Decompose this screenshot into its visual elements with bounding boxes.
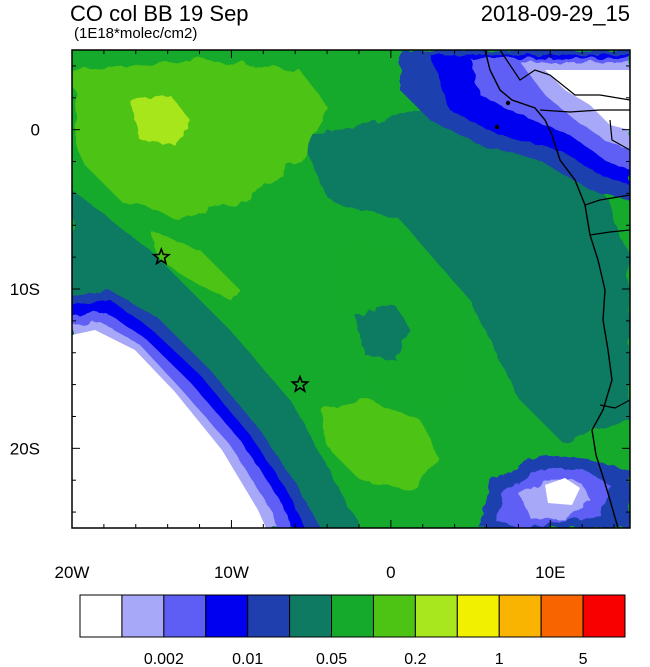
units-label: (1E18*molec/cm2) — [74, 25, 198, 42]
lon-tick-label: 10W — [214, 563, 249, 582]
coastline — [484, 50, 619, 528]
map-title: CO col BB 19 Sep — [70, 1, 249, 26]
colorbar-swatch — [163, 594, 207, 638]
lon-tick-label: 20W — [55, 563, 90, 582]
star-marker-icon — [290, 374, 310, 393]
axis-ticks — [71, 50, 630, 528]
border-4 — [589, 229, 630, 236]
colorbar-swatch — [289, 594, 333, 638]
colorbar-swatch — [205, 594, 249, 638]
colorbar-label: 0.05 — [316, 651, 347, 667]
axis-tick-labels: 20W 10W 0 10E 0 10S 20S — [10, 121, 566, 582]
island-2 — [505, 100, 511, 106]
lat-tick-label: 20S — [10, 439, 40, 458]
colorbar: 0.002 0.01 0.05 0.2 1 5 — [79, 594, 626, 667]
map-datetime: 2018-09-29_15 — [480, 1, 630, 26]
colorbar-swatch — [414, 594, 458, 638]
site-markers — [151, 246, 310, 393]
colorbar-label: 0.01 — [232, 651, 263, 667]
border-5 — [599, 399, 630, 409]
border-3 — [584, 194, 630, 206]
colorbar-swatch — [247, 594, 291, 638]
border-1 — [499, 50, 630, 101]
colorbar-label: 0.002 — [144, 651, 184, 667]
colorbar-swatch — [498, 594, 542, 638]
colorbar-swatch — [540, 594, 584, 638]
star-marker-icon — [151, 246, 172, 266]
colorbar-swatch — [79, 594, 123, 638]
lon-tick-label: 10E — [535, 563, 565, 582]
border-2 — [539, 109, 630, 113]
lat-tick-label: 0 — [31, 121, 40, 140]
lat-tick-label: 10S — [10, 280, 40, 299]
colorbar-label: 5 — [579, 651, 588, 667]
colorbar-label: 0.2 — [404, 651, 426, 667]
co-concentration-field — [72, 50, 630, 528]
colorbar-swatch — [456, 594, 500, 638]
colorbar-swatch — [372, 594, 416, 638]
lon-tick-label: 0 — [386, 563, 395, 582]
field-lowest-southwest — [72, 330, 266, 528]
colorbar-swatch — [121, 594, 165, 638]
border-6 — [609, 119, 630, 151]
field-high-values — [130, 95, 410, 360]
colorbar-label: 1 — [495, 651, 504, 667]
field-lowest-northeast — [545, 70, 630, 130]
colorbar-swatch — [331, 594, 374, 638]
island-1 — [494, 124, 500, 130]
field-lowest-southeast — [545, 478, 580, 505]
colorbar-swatch — [582, 594, 626, 638]
